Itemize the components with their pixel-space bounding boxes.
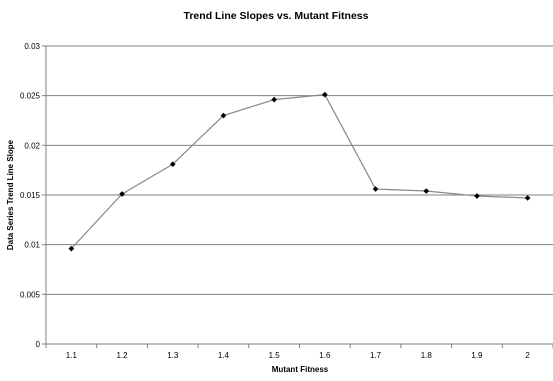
gridlines — [46, 45, 553, 295]
x-tick-label: 2 — [525, 351, 530, 360]
data-point — [169, 161, 176, 168]
x-tick-label: 1.5 — [269, 351, 281, 360]
y-tick-label: 0.01 — [24, 241, 40, 250]
data-point — [322, 91, 328, 98]
data-point — [423, 188, 430, 194]
x-tick-label: 1.3 — [167, 351, 179, 360]
x-tick-label: 1.4 — [218, 351, 230, 360]
chart-title: Trend Line Slopes vs. Mutant Fitness — [184, 10, 369, 22]
data-point — [271, 96, 277, 103]
x-axis-label: Mutant Fitness — [272, 365, 329, 374]
y-tick-label: 0.025 — [20, 92, 41, 101]
x-tick-label: 1.6 — [319, 351, 331, 360]
y-axis-label: Data Series Trend Line Slope — [6, 139, 15, 250]
data-series — [70, 94, 528, 250]
data-point — [372, 186, 379, 192]
x-tick-label: 1.2 — [116, 351, 128, 360]
series-line — [70, 94, 528, 250]
data-markers — [68, 91, 531, 252]
axes — [42, 45, 553, 348]
x-tick-label: 1.8 — [421, 351, 433, 360]
x-tick-labels: 1.1 1.2 1.3 1.4 1.5 1.6 1.7 1.8 1.9 2 — [66, 351, 531, 360]
x-tick-label: 1.1 — [66, 351, 78, 360]
x-tick-label: 1.7 — [370, 351, 382, 360]
y-tick-labels: 0 0.005 0.01 0.015 0.02 0.025 0.03 — [20, 42, 41, 349]
data-point — [524, 195, 531, 201]
x-tick-label: 1.9 — [471, 351, 483, 360]
y-tick-label: 0.03 — [24, 42, 40, 51]
y-tick-label: 0.005 — [20, 290, 41, 299]
y-tick-label: 0 — [36, 340, 41, 349]
y-tick-label: 0.02 — [24, 141, 40, 150]
data-point — [119, 191, 125, 197]
data-point — [220, 112, 227, 119]
y-tick-label: 0.015 — [20, 191, 41, 200]
data-point — [68, 245, 75, 252]
data-point — [474, 193, 480, 199]
